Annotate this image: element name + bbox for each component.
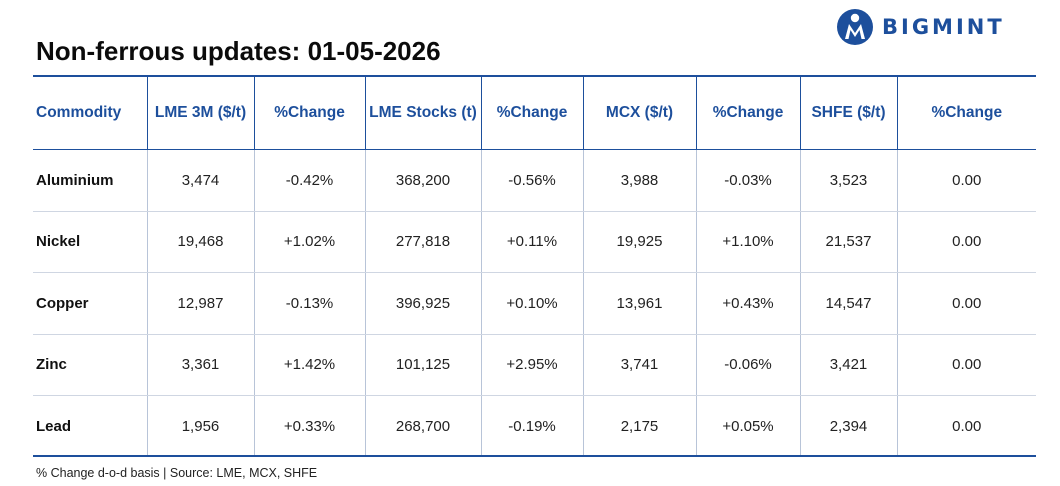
percent-change-cell: +0.10% bbox=[480, 272, 583, 335]
price-cell: 268,700 bbox=[364, 395, 481, 457]
percent-change-cell: -0.06% bbox=[695, 334, 800, 396]
percent-change-cell: 0.00 bbox=[896, 211, 1036, 273]
price-cell: 3,474 bbox=[146, 149, 254, 212]
brand-name: BIGMINT bbox=[882, 15, 1005, 39]
price-cell: 19,468 bbox=[146, 211, 254, 273]
price-table: Commodity LME 3M ($/t) %Change LME Stocks (… bbox=[33, 77, 1036, 457]
percent-change-cell: +0.05% bbox=[695, 395, 800, 457]
table-header-row: Commodity LME 3M ($/t) %Change LME Stocks (… bbox=[33, 77, 1036, 150]
commodity-name: Copper bbox=[33, 272, 147, 335]
price-cell: 14,547 bbox=[799, 272, 897, 335]
price-cell: 1,956 bbox=[146, 395, 254, 457]
commodity-name: Zinc bbox=[33, 334, 147, 396]
percent-change-cell: 0.00 bbox=[896, 272, 1036, 335]
commodity-name: Lead bbox=[36, 417, 72, 435]
column-header: %Change bbox=[253, 77, 365, 150]
percent-change-cell: 0.00 bbox=[896, 149, 1036, 212]
bigmint-logo-icon bbox=[837, 9, 873, 45]
percent-change-cell: +0.33% bbox=[253, 395, 365, 457]
table-row: Copper 12,987 -0.13% 396,925 +0.10% 13,961 +0.… bbox=[33, 272, 1036, 335]
commodity-name: Nickel bbox=[33, 211, 147, 273]
percent-change-cell: 0.00 bbox=[896, 334, 1036, 396]
percent-change-cell: -0.03% bbox=[695, 149, 800, 212]
price-cell: 3,988 bbox=[582, 149, 696, 212]
price-cell: 21,537 bbox=[799, 211, 897, 273]
column-header: Commodity bbox=[33, 77, 147, 150]
percent-change-cell: 0.00 bbox=[896, 395, 1036, 457]
price-cell: 12,987 bbox=[146, 272, 254, 335]
table-top-rule bbox=[33, 75, 1036, 77]
column-header: LME 3M ($/t) bbox=[146, 77, 254, 150]
column-header: SHFE ($/t) bbox=[799, 77, 897, 150]
percent-change-cell: +0.11% bbox=[480, 211, 583, 273]
percent-change-cell: +1.42% bbox=[253, 334, 365, 396]
percent-change-cell: -0.42% bbox=[253, 149, 365, 212]
percent-change-cell: +1.10% bbox=[695, 211, 800, 273]
table-row: Zinc 3,361 +1.42% 101,125 +2.95% 3,741 -0.06% 3… bbox=[33, 334, 1036, 396]
price-cell: 3,523 bbox=[799, 149, 897, 212]
column-header: LME Stocks (t) bbox=[364, 77, 481, 150]
percent-change-cell: +0.43% bbox=[695, 272, 800, 335]
column-header: %Change bbox=[480, 77, 583, 150]
price-cell: 2,175 bbox=[582, 395, 696, 457]
percent-change-cell: -0.19% bbox=[480, 395, 583, 457]
price-cell: 3,741 bbox=[582, 334, 696, 396]
table-bottom-rule bbox=[33, 455, 1036, 457]
column-header: %Change bbox=[695, 77, 800, 150]
column-header: %Change bbox=[896, 77, 1036, 150]
price-cell: 101,125 bbox=[364, 334, 481, 396]
source-footnote: % Change d-o-d basis | Source: LME, MCX,… bbox=[36, 466, 318, 480]
price-cell: 396,925 bbox=[364, 272, 481, 335]
table-row: Aluminium 3,474 -0.42% 368,200 -0.56% 3,988 -0… bbox=[33, 149, 1036, 212]
table-row: Lead 1,956 +0.33% 268,700 -0.19% 2,175 +0.05% 2… bbox=[33, 395, 1036, 457]
price-cell: 2,394 bbox=[799, 395, 897, 457]
price-cell: 13,961 bbox=[582, 272, 696, 335]
page-title: Non-ferrous updates: 01-05-2026 bbox=[36, 36, 441, 66]
commodity-name: Aluminium bbox=[33, 149, 147, 212]
price-cell: 3,421 bbox=[799, 334, 897, 396]
price-cell: 19,925 bbox=[582, 211, 696, 273]
percent-change-cell: -0.13% bbox=[253, 272, 365, 335]
price-cell: 368,200 bbox=[364, 149, 481, 212]
brand-logo: BIGMINT bbox=[836, 8, 1005, 46]
price-cell: 277,818 bbox=[364, 211, 481, 273]
table-row: Nickel 19,468 +1.02% 277,818 +0.11% 19,925 +1.… bbox=[33, 211, 1036, 273]
column-header: MCX ($/t) bbox=[582, 77, 696, 150]
percent-change-cell: +2.95% bbox=[480, 334, 583, 396]
price-cell: 3,361 bbox=[146, 334, 254, 396]
percent-change-cell: +1.02% bbox=[253, 211, 365, 273]
percent-change-cell: -0.56% bbox=[480, 149, 583, 212]
table-body: Aluminium 3,474 -0.42% 368,200 -0.56% 3,988 -0… bbox=[33, 149, 1036, 457]
